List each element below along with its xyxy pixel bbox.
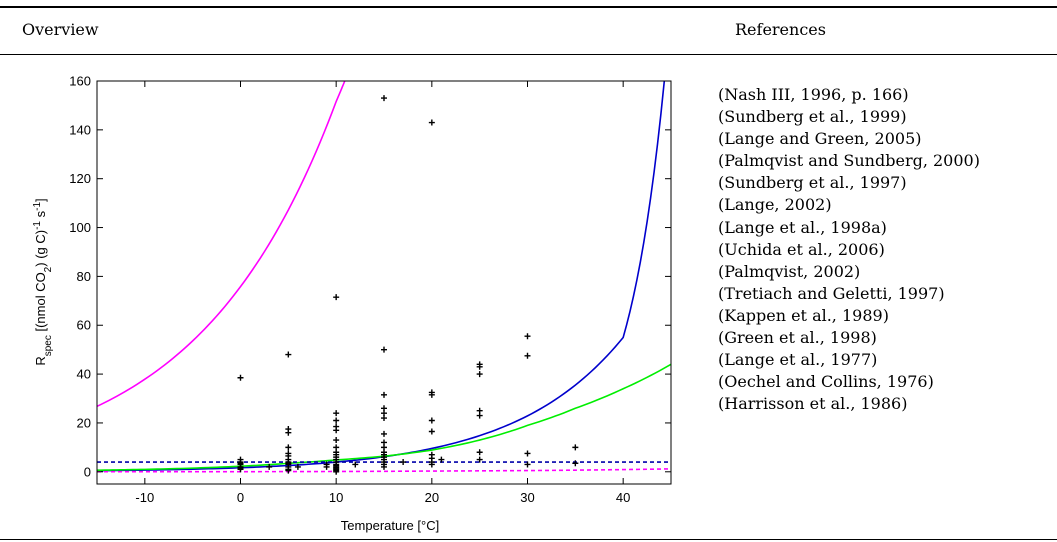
y-tick-label: 100	[69, 220, 91, 235]
data-point	[237, 374, 244, 381]
y-tick-label: 40	[77, 367, 91, 382]
x-tick-label: 20	[425, 490, 439, 505]
data-point	[333, 437, 340, 444]
reference-item: (Lange, 2002)	[718, 195, 832, 215]
reference-item: (Palmqvist, 2002)	[718, 261, 861, 281]
fit-curve	[97, 81, 666, 472]
data-point	[476, 456, 483, 463]
data-points	[237, 95, 579, 475]
reference-item: (Harrisson et al., 1986)	[718, 394, 908, 414]
data-point	[333, 468, 340, 475]
data-point	[524, 461, 531, 468]
data-point	[572, 460, 579, 467]
data-point	[428, 417, 435, 424]
data-point	[237, 466, 244, 473]
y-axis-label: Rspec [(nmol CO2) (g C)-1 s-1]	[32, 198, 54, 365]
data-point	[476, 412, 483, 419]
data-point	[428, 391, 435, 398]
y-tick-label: 140	[69, 122, 91, 137]
reference-item: (Palmqvist and Sundberg, 2000)	[718, 151, 980, 171]
x-tick-label: 40	[616, 490, 630, 505]
axes: -10 0 10 20 30 40 0 20 40 60 80 100 120 140 160	[69, 74, 671, 505]
x-tick-label: 0	[237, 490, 244, 505]
y-tick-label: 20	[77, 415, 91, 430]
reference-item: (Kappen et al., 1989)	[718, 305, 889, 325]
y-tick-label: 60	[77, 318, 91, 333]
references-column-header: References	[735, 20, 826, 39]
data-point	[381, 95, 387, 102]
data-point	[524, 352, 531, 359]
data-point	[428, 461, 435, 468]
data-point	[381, 415, 387, 422]
reference-item: (Green et al., 1998)	[718, 328, 877, 348]
plot-frame	[96, 80, 672, 485]
data-point	[352, 461, 359, 468]
data-point	[266, 463, 273, 470]
data-point	[428, 119, 435, 126]
reference-item: (Sundberg et al., 1997)	[718, 173, 907, 193]
data-point	[333, 294, 340, 301]
data-point	[524, 333, 531, 340]
data-point	[381, 346, 387, 353]
data-point	[438, 456, 445, 463]
table-header-rule	[0, 54, 1057, 55]
data-point	[333, 417, 340, 424]
data-point	[428, 428, 435, 435]
data-point	[285, 429, 292, 436]
data-point	[381, 430, 387, 437]
table-bottom-rule	[0, 539, 1057, 540]
table-top-rule	[0, 6, 1057, 8]
reference-item: (Sundberg et al., 1999)	[718, 107, 907, 127]
data-point	[333, 427, 340, 434]
reference-item: (Lange and Green, 2005)	[718, 129, 922, 149]
x-axis-label: Temperature [°C]	[341, 518, 439, 533]
y-tick-label: 80	[77, 269, 91, 284]
data-point	[333, 410, 340, 417]
data-point	[572, 444, 579, 451]
reference-item: (Lange et al., 1998a)	[718, 217, 887, 237]
reference-item: (Tretiach and Geletti, 1997)	[718, 283, 945, 303]
reference-item: (Uchida et al., 2006)	[718, 239, 885, 259]
x-tick-label: 10	[329, 490, 343, 505]
data-point	[285, 444, 292, 451]
data-point	[381, 391, 387, 398]
y-tick-label: 160	[69, 74, 91, 89]
data-point	[476, 363, 483, 370]
data-point	[400, 459, 407, 466]
reference-item: (Oechel and Collins, 1976)	[718, 372, 934, 392]
data-point	[476, 371, 483, 378]
data-point	[524, 450, 531, 457]
data-point	[285, 467, 292, 474]
y-tick-label: 0	[84, 464, 91, 479]
data-point	[294, 463, 301, 470]
reference-item: (Nash III, 1996, p. 166)	[718, 85, 909, 104]
y-tick-label: 120	[69, 171, 91, 186]
x-tick-label: 30	[520, 490, 534, 505]
data-point	[323, 463, 330, 470]
overview-column-header: Overview	[22, 20, 99, 39]
reference-item: (Lange et al., 1977)	[718, 350, 878, 370]
fit-curve	[97, 81, 346, 408]
data-point	[381, 463, 387, 470]
references-list: (Nash III, 1996, p. 166) (Sundberg et al…	[718, 84, 980, 415]
data-point	[476, 449, 483, 456]
x-tick-label: -10	[135, 490, 154, 505]
data-point	[285, 351, 292, 358]
